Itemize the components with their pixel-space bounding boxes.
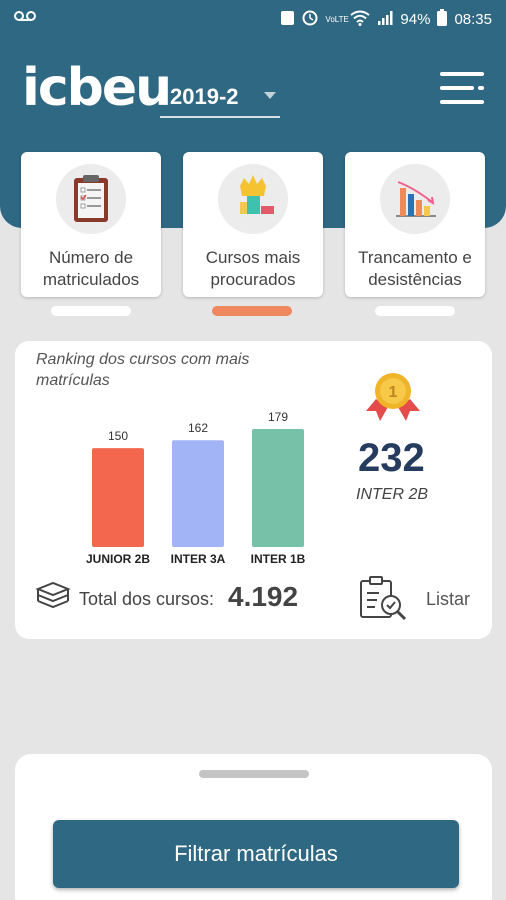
top-course-value: 232 [358,436,425,480]
bar-value-label: 150 [108,429,128,443]
drag-handle[interactable] [199,770,309,778]
medal-rank: 1 [389,384,398,401]
tab-indicator-active [212,306,292,316]
menu-icon[interactable] [440,72,484,104]
tab-label: Trancamento e desistências [358,248,472,289]
top-course-name: INTER 2B [356,486,429,503]
tab-numero-matriculados[interactable]: Número de matriculados [21,152,161,297]
bar-junior-2b [92,448,144,547]
tab-indicator [375,306,455,316]
period-value: 2019-2 [170,84,239,109]
tab-cursos-mais-procurados[interactable]: Cursos mais procurados [183,152,323,297]
battery-percent: 94% [400,11,431,28]
caret-down-icon [264,92,276,99]
bar-category-label: INTER 3A [171,552,226,566]
tab-label: Cursos mais procurados [205,248,301,289]
bar-category-label: INTER 1B [251,552,306,566]
list-search-icon[interactable] [357,575,409,628]
tab-trancamento-desistencias[interactable]: Trancamento e desistências [345,152,485,297]
list-button[interactable]: Listar [426,589,471,609]
period-select[interactable]: 2019-2 [160,80,280,118]
total-courses-value: 4.192 [228,581,299,612]
clock-time: 08:35 [454,11,492,28]
trophy-icon [218,164,288,234]
app-logo: icbeu [22,58,172,118]
tab-indicator [51,306,131,316]
battery-icon [437,9,448,30]
ranking-card: Ranking dos cursos com mais matrículas 1… [15,341,492,639]
voicemail-icon [14,9,36,25]
volte-icon: VoLTE [325,14,349,24]
total-courses-label: Total dos cursos: [79,589,215,609]
bar-inter-1b [252,429,304,547]
books-icon [35,581,71,616]
tab-label: Número de matriculados [42,248,140,289]
alarm-icon [280,10,295,30]
clipboard-icon [56,164,126,234]
ranking-title: Ranking dos cursos com mais matrículas [36,351,250,389]
filter-enrollments-button[interactable]: Filtrar matrículas [53,820,459,888]
medal-icon: 1 [362,369,424,430]
signal-icon [377,10,393,30]
bottom-sheet: Filtrar matrículas [15,754,492,900]
clock-icon [302,10,318,30]
wifi-icon [350,10,371,30]
bar-inter-3a [172,440,224,547]
declining-chart-icon [380,164,450,234]
bar-value-label: 162 [188,421,208,435]
status-bar: VoLTE 94% 08:35 [0,0,506,36]
bar-value-label: 179 [268,410,288,424]
ranking-bar-chart: 150 JUNIOR 2B 162 INTER 3A 179 INTER 1B [86,410,306,566]
bar-category-label: JUNIOR 2B [86,552,150,566]
